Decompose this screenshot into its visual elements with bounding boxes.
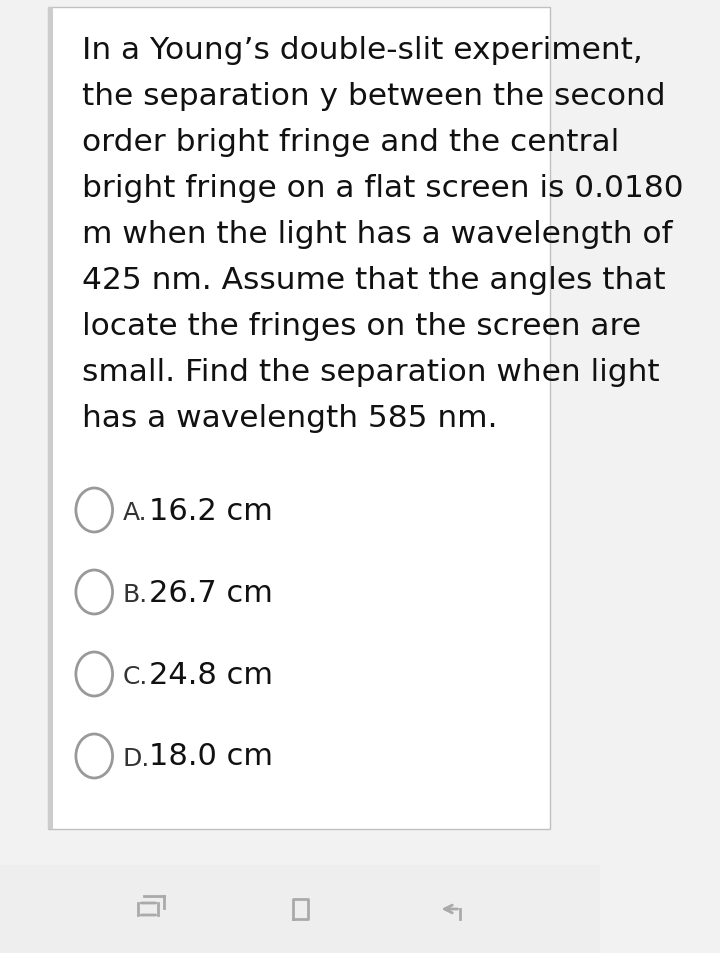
Text: C.: C.	[122, 664, 148, 688]
Text: 425 nm. Assume that the angles that: 425 nm. Assume that the angles that	[82, 266, 665, 294]
Text: order bright fringe and the central: order bright fringe and the central	[82, 128, 619, 157]
Text: B.: B.	[122, 582, 148, 606]
Text: small. Find the separation when light: small. Find the separation when light	[82, 357, 660, 387]
Bar	[48, 8, 53, 829]
Text: the separation y between the second: the separation y between the second	[82, 82, 665, 111]
Bar	[48, 8, 550, 829]
Text: locate the fringes on the screen are: locate the fringes on the screen are	[82, 312, 641, 340]
Text: 24.8 cm: 24.8 cm	[149, 659, 274, 689]
Text: has a wavelength 585 nm.: has a wavelength 585 nm.	[82, 403, 498, 433]
Text: m when the light has a wavelength of: m when the light has a wavelength of	[82, 220, 672, 249]
Text: 16.2 cm: 16.2 cm	[149, 496, 273, 525]
Text: bright fringe on a flat screen is 0.0180: bright fringe on a flat screen is 0.0180	[82, 173, 683, 203]
Text: In a Young’s double-slit experiment,: In a Young’s double-slit experiment,	[82, 36, 642, 65]
Text: 18.0 cm: 18.0 cm	[149, 741, 274, 771]
Text: 26.7 cm: 26.7 cm	[149, 578, 273, 607]
Text: D.: D.	[122, 746, 150, 770]
Bar	[0, 865, 600, 953]
Text: A.: A.	[122, 500, 147, 524]
